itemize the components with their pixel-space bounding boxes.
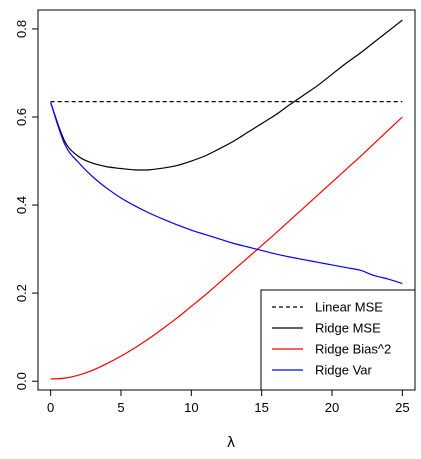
series-line-ridge-mse — [50, 19, 403, 171]
legend-items: Linear MSE Ridge MSE Ridge Bias^2 Ridge Var — [272, 300, 391, 378]
legend-label: Ridge Var — [315, 363, 373, 378]
legend-label: Linear MSE — [315, 300, 383, 315]
y-tick-label: 0.2 — [14, 284, 29, 302]
legend-label: Ridge MSE — [315, 321, 381, 336]
y-tick-label: 0.4 — [14, 196, 29, 214]
x-tick-label: 15 — [254, 400, 268, 415]
series-line-ridge-var — [50, 102, 403, 285]
x-tick-label: 0 — [47, 400, 54, 415]
y-tick-label: 0.8 — [14, 20, 29, 38]
x-tick-label: 25 — [395, 400, 409, 415]
y-tick-label: 0.6 — [14, 108, 29, 126]
y-tick-label: 0.0 — [14, 372, 29, 390]
y-axis: 0.0 0.2 0.4 0.6 0.8 — [14, 20, 38, 390]
x-axis-title: λ — [227, 435, 235, 451]
series-line-ridge-bias-2 — [50, 116, 403, 380]
series-layer — [50, 19, 403, 380]
x-axis: 0 5 10 15 20 25 — [47, 390, 410, 415]
x-tick-label: 5 — [117, 400, 124, 415]
x-tick-label: 10 — [184, 400, 198, 415]
legend-label: Ridge Bias^2 — [315, 342, 391, 357]
x-tick-label: 20 — [325, 400, 339, 415]
legend: Linear MSE Ridge MSE Ridge Bias^2 Ridge Var — [260, 289, 416, 391]
plot-frame — [37, 9, 416, 391]
